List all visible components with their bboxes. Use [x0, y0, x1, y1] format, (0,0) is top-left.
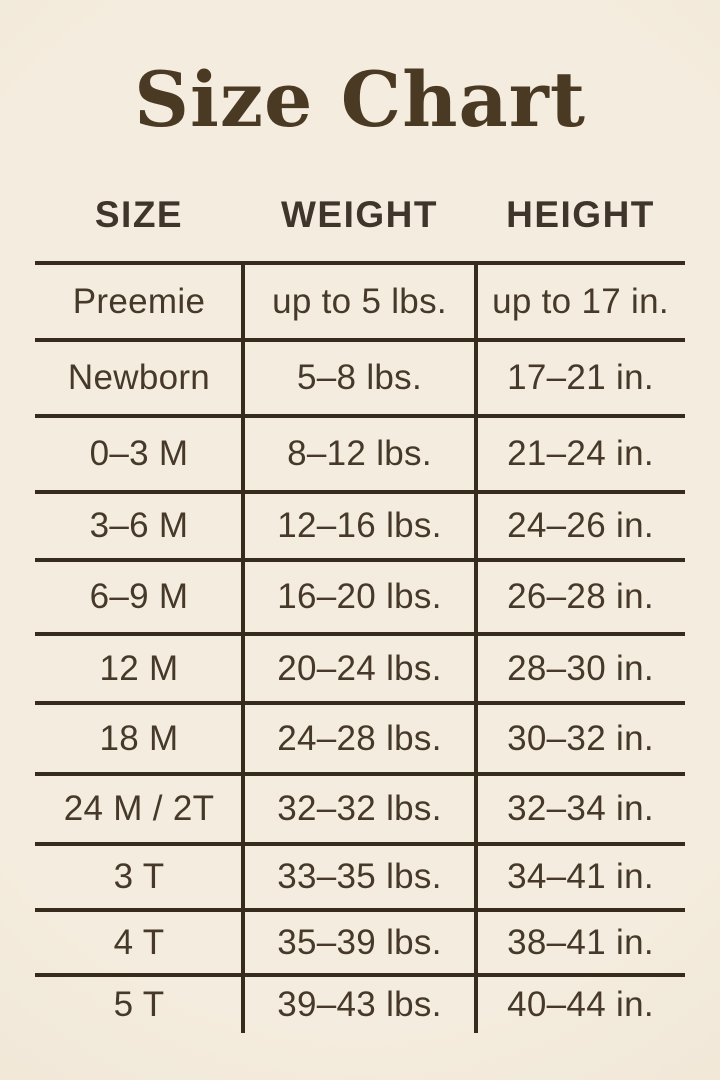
size-cell: 3 T	[113, 857, 165, 896]
table-row: 24 M / 2T 32–32 lbs. 32–34 in.	[35, 772, 685, 842]
table-row: 12 M 20–24 lbs. 28–30 in.	[35, 632, 685, 701]
size-cell: 18 M	[99, 718, 179, 758]
column-divider-2	[474, 261, 478, 1033]
table-row: 3–6 M 12–16 lbs. 24–26 in.	[35, 490, 685, 558]
column-header-height: HEIGHT	[506, 194, 655, 235]
size-table: Preemie up to 5 lbs. up to 17 in. Newborn 5–…	[35, 261, 685, 1033]
size-cell: 24 M / 2T	[63, 789, 215, 828]
table-row: 3 T 33–35 lbs. 34–41 in.	[35, 842, 685, 908]
height-cell: 38–41 in.	[507, 922, 654, 962]
height-cell: 30–32 in.	[507, 718, 654, 758]
size-cell: 12 M	[99, 648, 179, 688]
weight-cell: 24–28 lbs.	[277, 718, 442, 758]
height-cell: 40–44 in.	[507, 985, 654, 1024]
table-row: 6–9 M 16–20 lbs. 26–28 in.	[35, 558, 685, 632]
weight-cell: 33–35 lbs.	[277, 857, 442, 896]
size-cell: Preemie	[72, 281, 206, 321]
height-cell: 17–21 in.	[507, 358, 654, 397]
weight-cell: 16–20 lbs.	[277, 577, 442, 616]
height-cell: 24–26 in.	[507, 506, 654, 545]
height-cell: 21–24 in.	[507, 434, 654, 473]
weight-cell: 12–16 lbs.	[277, 506, 442, 545]
weight-cell: 5–8 lbs.	[297, 358, 422, 397]
height-cell: 32–34 in.	[507, 789, 654, 828]
weight-cell: 20–24 lbs.	[277, 648, 442, 688]
size-cell: 3–6 M	[89, 506, 189, 545]
size-cell: 5 T	[113, 985, 165, 1024]
table-row: 18 M 24–28 lbs. 30–32 in.	[35, 701, 685, 772]
page-title: Size Chart	[134, 55, 586, 144]
table-row: Preemie up to 5 lbs. up to 17 in.	[35, 261, 685, 338]
height-cell: up to 17 in.	[492, 281, 669, 321]
height-cell: 34–41 in.	[507, 857, 654, 896]
weight-cell: 39–43 lbs.	[277, 985, 442, 1024]
weight-cell: 32–32 lbs.	[277, 789, 442, 828]
table-body: Preemie up to 5 lbs. up to 17 in. Newborn 5–…	[35, 261, 685, 1033]
size-cell: 4 T	[113, 922, 165, 962]
height-cell: 26–28 in.	[507, 577, 654, 616]
weight-cell: 8–12 lbs.	[287, 434, 432, 473]
size-cell: Newborn	[67, 358, 211, 397]
table-row: 0–3 M 8–12 lbs. 21–24 in.	[35, 414, 685, 490]
column-header-size: SIZE	[94, 194, 184, 235]
weight-cell: 35–39 lbs.	[277, 922, 442, 962]
size-cell: 0–3 M	[89, 434, 189, 473]
weight-cell: up to 5 lbs.	[272, 281, 447, 321]
table-row: 4 T 35–39 lbs. 38–41 in.	[35, 908, 685, 973]
column-divider-1	[241, 261, 245, 1033]
table-row: 5 T 39–43 lbs. 40–44 in.	[35, 973, 685, 1033]
height-cell: 28–30 in.	[507, 648, 654, 688]
table-row: Newborn 5–8 lbs. 17–21 in.	[35, 338, 685, 414]
table-header-row: SIZE WEIGHT HEIGHT	[35, 190, 685, 240]
column-header-weight: WEIGHT	[281, 194, 438, 235]
size-cell: 6–9 M	[89, 577, 189, 616]
